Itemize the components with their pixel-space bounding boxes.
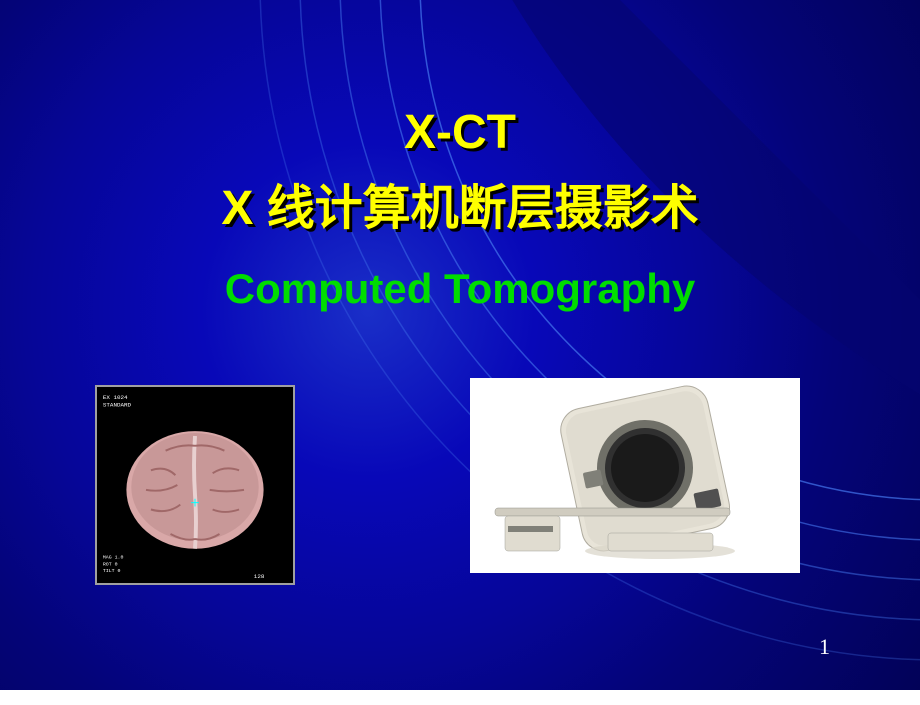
slide-subtitle: Computed Tomography — [0, 265, 920, 313]
page-number: 1 — [819, 634, 830, 660]
svg-text:TILT 0: TILT 0 — [103, 568, 121, 574]
brain-ct-scan-image: EX 1024 STANDARD MAG 1.0 ROT 0 TILT — [95, 385, 295, 585]
slide-title-line2: X 线计算机断层摄影术 — [0, 168, 920, 238]
svg-text:128: 128 — [254, 573, 265, 580]
svg-text:MAG 1.0: MAG 1.0 — [103, 555, 124, 561]
ct-scanner-machine-image — [470, 378, 800, 573]
slide-title-line1: X-CT — [0, 105, 920, 160]
svg-text:EX 1024: EX 1024 — [103, 394, 128, 401]
presentation-slide: X-CT X 线计算机断层摄影术 Computed Tomography EX … — [0, 0, 920, 690]
svg-text:STANDARD: STANDARD — [103, 402, 132, 409]
svg-text:ROT 0: ROT 0 — [103, 561, 118, 567]
